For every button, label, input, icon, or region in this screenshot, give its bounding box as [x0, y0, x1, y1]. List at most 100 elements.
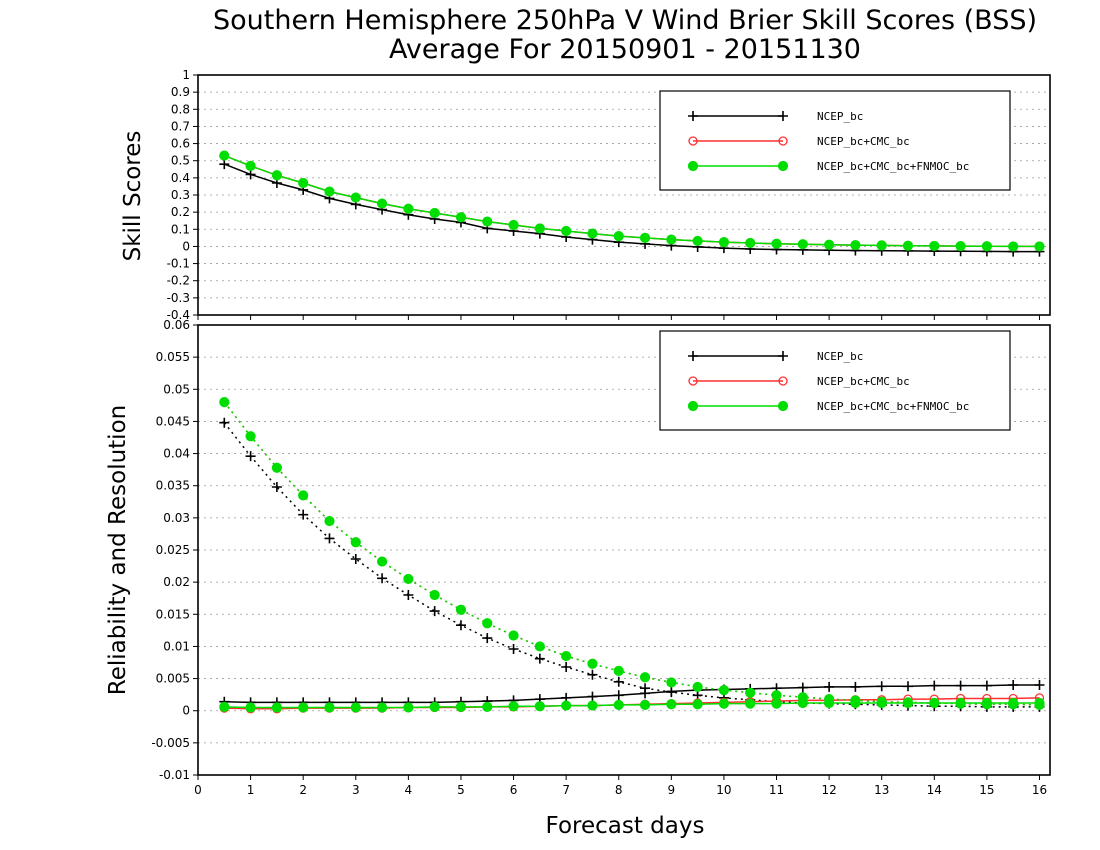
data-point	[376, 198, 388, 209]
y-tick-label: 0.05	[163, 382, 190, 396]
x-tick-label: 6	[510, 783, 518, 797]
data-point	[245, 160, 256, 171]
data-point	[903, 681, 913, 692]
y-tick-label: 0.035	[156, 479, 190, 493]
legend-marker	[688, 136, 698, 146]
y-tick-label: 0.025	[156, 543, 190, 557]
y-tick-label: -0.2	[167, 274, 190, 288]
series-line-ncep-bc-cmc-bc	[223, 401, 1040, 706]
data-point	[298, 490, 309, 501]
data-point	[350, 554, 361, 564]
data-point	[482, 633, 493, 644]
y-tick-label: 0.6	[171, 137, 190, 151]
data-point	[587, 658, 598, 669]
data-point	[587, 700, 598, 711]
data-point	[613, 676, 624, 687]
data-point	[455, 212, 467, 223]
data-point	[771, 698, 782, 709]
legend-marker	[778, 111, 788, 121]
data-point	[666, 699, 677, 710]
data-point	[981, 241, 992, 252]
data-point	[613, 699, 624, 711]
x-tick-label: 14	[927, 783, 942, 797]
legend-marker	[778, 136, 788, 146]
data-point	[929, 697, 940, 709]
data-point	[981, 680, 992, 691]
panel-skill-scores: -0.4 -0.3 -0.2 -0.1 0 0.1 0.2 0.3 0.4 0.5 0.6 0.7 0.…	[120, 68, 1051, 322]
legend-label: NCEP_bc	[817, 110, 863, 123]
data-point	[376, 556, 388, 567]
y-tick-label: -0.4	[167, 308, 190, 322]
data-point	[639, 232, 651, 243]
data-point	[692, 681, 703, 693]
y-tick-label: -0.005	[151, 736, 190, 750]
data-point	[324, 186, 335, 197]
data-point	[403, 702, 414, 713]
x-tick-label: 1	[247, 783, 255, 797]
data-point	[666, 234, 677, 245]
data-point	[587, 691, 598, 702]
x-tick-label: 0	[194, 783, 202, 797]
legend-label: NCEP_bc	[817, 350, 863, 363]
data-point	[850, 239, 861, 251]
data-point	[245, 169, 256, 180]
y-tick-label: 0.06	[163, 318, 190, 332]
y-tick-label: -0.01	[159, 768, 190, 782]
data-point	[797, 697, 808, 709]
data-point	[298, 177, 309, 189]
data-point	[455, 620, 466, 631]
data-point	[745, 237, 756, 249]
data-point	[876, 240, 887, 251]
data-point	[639, 699, 651, 711]
x-tick-label: 13	[874, 783, 889, 797]
data-point	[324, 533, 335, 544]
data-point	[482, 618, 493, 629]
legend-marker	[687, 160, 699, 172]
data-point	[824, 681, 835, 692]
data-point	[771, 238, 782, 249]
legend-label: NCEP_bc+CMC_bc	[817, 135, 910, 148]
series-line-ncep-bc-cmc-bc-fnmoc-bc	[224, 702, 1040, 709]
legend-label: NCEP_bc+CMC_bc+FNMOC_bc	[817, 160, 969, 173]
data-point	[955, 680, 966, 691]
x-tick-label: 2	[299, 783, 307, 797]
data-point	[534, 223, 545, 234]
data-point	[797, 682, 808, 693]
data-point	[324, 515, 335, 527]
legend: NCEP_bc NCEP_bc+CMC_bc NCEP_bc+CMC_bc+FNMO…	[659, 90, 1011, 191]
data-point	[403, 203, 414, 214]
data-point	[429, 589, 440, 601]
data-point	[692, 699, 703, 710]
legend-label: NCEP_bc+CMC_bc	[817, 375, 910, 388]
legend-marker	[688, 376, 698, 386]
data-point	[824, 239, 835, 250]
data-point	[219, 417, 230, 428]
data-point	[955, 240, 966, 252]
data-point	[850, 697, 861, 709]
x-tick-label: 8	[615, 783, 623, 797]
y-tick-label: 0.03	[163, 511, 190, 525]
data-point	[561, 650, 572, 662]
x-tick-label: 5	[457, 783, 465, 797]
data-point	[639, 672, 651, 683]
y-tick-label: 0	[182, 704, 190, 718]
series-line-ncep-bc-cmc-bc-fnmoc-bc	[223, 401, 1040, 706]
data-point	[534, 641, 545, 652]
data-point	[376, 702, 388, 713]
data-point	[850, 681, 861, 692]
data-point	[350, 192, 361, 203]
data-point	[1034, 241, 1045, 252]
chart-title-line1: Southern Hemisphere 250hPa V Wind Brier …	[213, 5, 1037, 36]
data-point	[561, 700, 572, 711]
y-tick-label: 0.01	[163, 639, 190, 653]
data-point	[534, 701, 545, 712]
x-axis-label: Forecast days	[546, 813, 705, 839]
y-tick-label: 0.3	[171, 188, 190, 202]
panel-reliability-resolution: -0.01 -0.005 0 0.005 0.01 0.015 0.02 0.025 0.03 0…	[105, 318, 1051, 797]
data-point	[508, 630, 519, 641]
data-point	[955, 697, 966, 709]
y-tick-label: 0.015	[156, 607, 190, 621]
legend-marker	[688, 111, 698, 121]
data-point	[482, 216, 493, 227]
y-axis-label: Skill Scores	[120, 131, 146, 262]
